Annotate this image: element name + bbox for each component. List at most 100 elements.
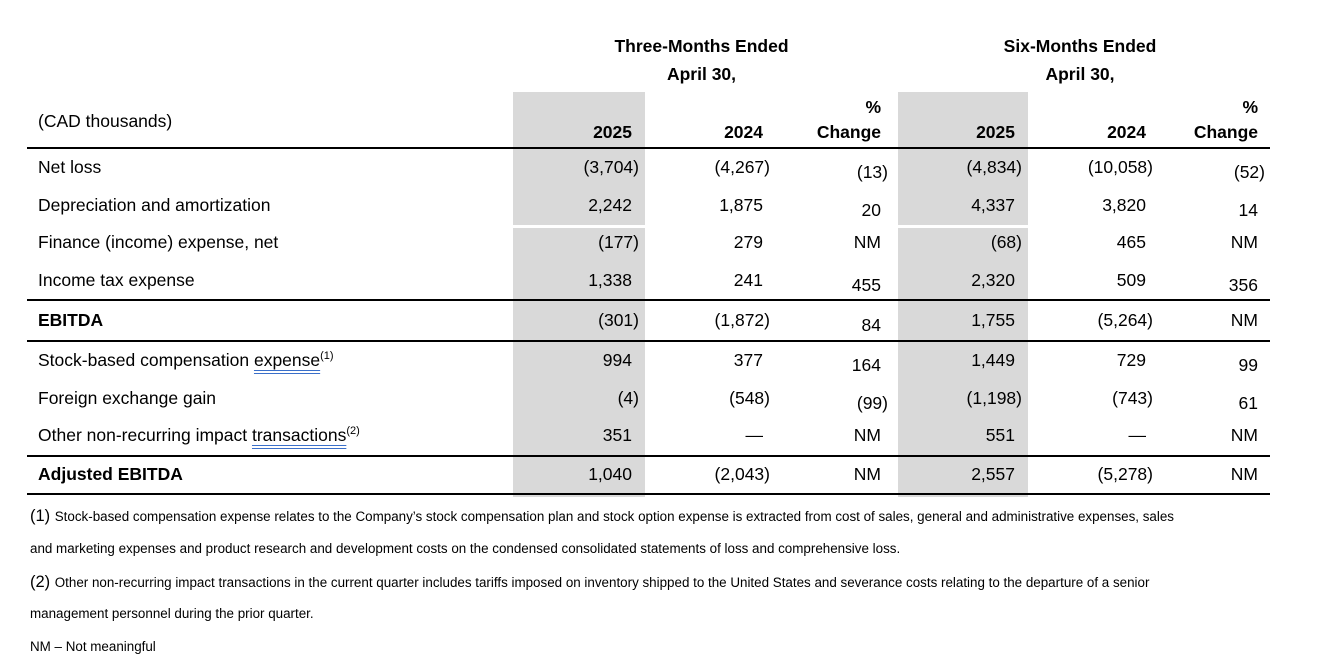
value-cell: (4,267) [714,157,770,178]
value-cell: (1,198) [966,387,1022,408]
group-header-three-months: Three-Months Ended April 30, [513,30,890,88]
value-cell: (10,058) [1087,157,1153,178]
row-label: Stock-based compensation expense(1) [38,350,334,371]
col-header-6mo-pct-change: % Change [1158,95,1270,147]
value-cell: 377 [733,350,763,371]
value-cell: (99) [856,392,888,413]
row-label: Net loss [38,157,102,178]
footnote-marker: (2) [30,572,55,591]
table-row: EBITDA (301) (1,872) 84 1,755 (5,264) NM [27,301,1270,340]
value-cell: NM [853,464,881,484]
table-row: Depreciation and amortization 2,242 1,875 2… [27,187,1270,225]
group-title: Six-Months Ended [1003,36,1157,56]
value-cell: (743) [1112,387,1153,408]
col-header-6mo-2025: 2025 [976,122,1015,142]
value-cell: 455 [851,274,881,295]
table-row: Foreign exchange gain (4) (548) (99) (1,198)… [27,380,1270,418]
value-cell: 241 [733,269,763,290]
row-label: Adjusted EBITDA [38,464,183,484]
footnote-reference: (1) [320,350,334,363]
group-subtitle: April 30, [1045,64,1115,84]
value-cell: 1,040 [588,464,632,484]
value-cell: (4) [617,387,639,408]
value-cell: 351 [602,425,632,446]
value-cell: 61 [1238,392,1258,413]
shaded-column-six-months-2025 [898,92,1028,497]
footnote-line: (1) Stock-based compensation expense rel… [30,507,1174,525]
pct-word: Change [1193,122,1258,142]
value-cell: (3,704) [583,157,639,178]
value-cell: NM [853,232,881,253]
value-cell: (2,043) [714,464,770,484]
value-cell: NM [1230,464,1258,484]
shaded-column-gap [898,225,1028,228]
row-label: Income tax expense [38,269,195,290]
grammar-underlined-word: expense [253,350,321,371]
value-cell: 3,820 [1102,194,1146,215]
row-label: Depreciation and amortization [38,194,271,215]
col-header-6mo-2024: 2024 [1107,122,1146,142]
table-header: Three-Months Ended April 30, Six-Months … [27,30,1270,149]
row-label: Finance (income) expense, net [38,232,279,253]
footnote-line: management personnel during the prior qu… [30,606,314,622]
value-cell: 1,875 [719,194,763,215]
col-header-3mo-2024: 2024 [724,122,763,142]
unit-label: (CAD thousands) [38,111,173,131]
table-row: Adjusted EBITDA 1,040 (2,043) NM 2,557 (5,278… [27,457,1270,493]
value-cell: 99 [1238,355,1258,376]
table-row: Net loss (3,704) (4,267) (13) (4,834) (10,058… [27,149,1270,187]
value-cell: 20 [861,199,881,220]
value-cell: (5,264) [1097,310,1153,330]
shaded-column-three-months-2025 [513,92,645,497]
value-cell: — [745,425,764,446]
value-cell: 551 [985,425,1015,446]
footnote-line: (2) Other non-recurring impact transacti… [30,572,1150,591]
pct-sign: % [1242,97,1258,117]
ebitda-reconciliation-table: Three-Months Ended April 30, Six-Months … [27,30,1270,495]
row-label: Foreign exchange gain [38,387,217,408]
value-cell: 356 [1228,274,1258,295]
value-cell: (13) [856,162,888,183]
nm-legend: NM – Not meaningful [30,639,156,655]
value-cell: 279 [733,232,763,253]
value-cell: 14 [1238,199,1258,220]
value-cell: (5,278) [1097,464,1153,484]
footnote-marker: (1) [30,507,55,525]
value-cell: 465 [1116,232,1146,253]
value-cell: 2,320 [971,269,1015,290]
pct-word: Change [816,122,881,142]
section-adjustments: Stock-based compensation expense(1) 994 37… [27,342,1270,457]
section-adjusted-ebitda-total: Adjusted EBITDA 1,040 (2,043) NM 2,557 (5,278… [27,457,1270,495]
table-row: Other non-recurring impact transactions(… [27,417,1270,455]
period-group-headers: Three-Months Ended April 30, Six-Months … [27,30,1270,88]
section-ebitda-components: Net loss (3,704) (4,267) (13) (4,834) (10,058… [27,149,1270,301]
value-cell: 2,242 [588,194,632,215]
value-cell: 2,557 [971,464,1015,484]
grammar-underlined-word: transactions [251,425,347,446]
value-cell: (301) [598,310,639,330]
table-row: Income tax expense 1,338 241 455 2,320 509 356 [27,262,1270,300]
value-cell: 994 [602,350,632,371]
pct-sign: % [865,97,881,117]
column-headers-row: (CAD thousands) 2025 2024 % Change 2025 … [27,95,1270,147]
footnote-line: and marketing expenses and product resea… [30,540,901,556]
value-cell: NM [1230,232,1258,253]
section-ebitda-total: EBITDA (301) (1,872) 84 1,755 (5,264) NM [27,301,1270,342]
value-cell: NM [1230,310,1258,330]
col-header-3mo-pct-change: % Change [775,95,890,147]
value-cell: 1,338 [588,269,632,290]
value-cell: (68) [990,232,1022,253]
value-cell: 4,337 [971,194,1015,215]
value-cell: — [1128,425,1147,446]
value-cell: 164 [851,355,881,376]
group-title: Three-Months Ended [614,36,789,56]
row-label: EBITDA [38,310,104,330]
value-cell: (52) [1233,162,1265,183]
footnotes: (1) Stock-based compensation expense rel… [30,500,1320,664]
value-cell: (4,834) [966,157,1022,178]
group-header-six-months: Six-Months Ended April 30, [890,30,1270,88]
header-spacer [27,30,513,88]
value-cell: 1,755 [971,310,1015,330]
col-header-3mo-2025: 2025 [593,122,632,142]
